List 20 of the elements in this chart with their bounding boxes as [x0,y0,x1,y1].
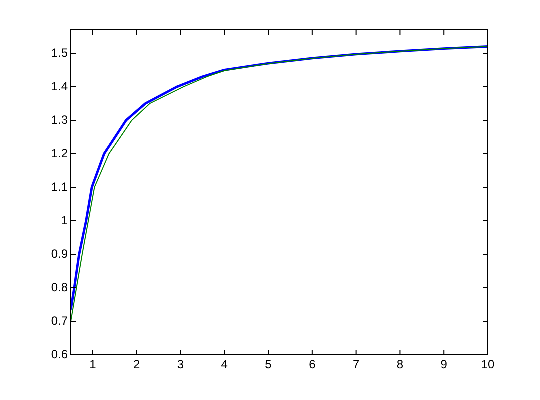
x-tick-label: 8 [396,358,404,372]
x-tick-label: 9 [440,358,448,372]
x-tick-label: 6 [309,358,316,372]
y-tick-label: 0.6 [51,347,68,362]
y-tick-label: 0.7 [51,314,68,328]
y-tick-label: 1.5 [51,46,68,60]
y-tick-label: 1.4 [51,79,68,94]
y-tick-label: 1.1 [51,180,68,194]
x-tick-label: 4 [221,358,228,372]
y-tick-label: 1.2 [51,146,68,160]
x-tick-label: 3 [177,358,184,372]
x-tick-label: 1 [90,358,97,372]
y-tick-label: 0.9 [51,246,68,261]
x-tick-label: 7 [352,358,360,372]
y-tick-label: 1.3 [51,112,68,127]
x-tick-label: 5 [265,358,272,372]
y-tick-label: 0.8 [51,280,68,294]
y-tick-label: 1 [61,213,68,228]
x-tick-label: 10 [481,358,495,372]
x-tick-label: 2 [134,358,140,372]
